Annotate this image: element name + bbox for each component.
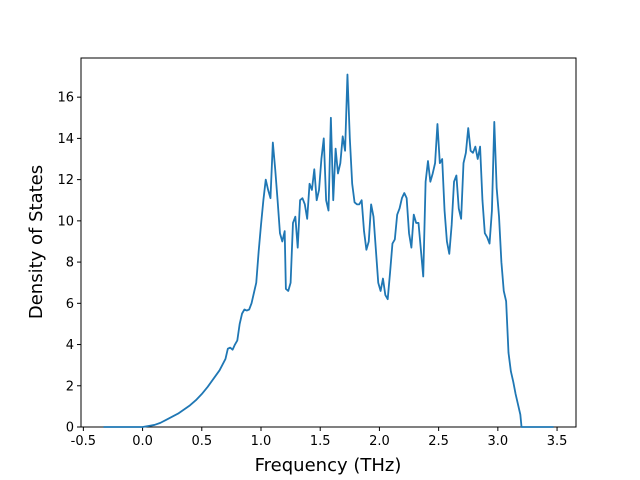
y-tick-label: 14: [57, 132, 74, 147]
x-tick-label: 1.5: [310, 434, 331, 449]
axes-frame: [80, 57, 577, 428]
x-tick-label: 1.0: [251, 434, 272, 449]
y-tick-label: 16: [57, 91, 74, 106]
x-tick-label: 0.5: [191, 434, 212, 449]
y-tick-label: 12: [57, 173, 74, 188]
y-tick-label: 0: [66, 421, 74, 436]
x-tick-label: 2.5: [428, 434, 449, 449]
x-tick-label: 2.0: [369, 434, 390, 449]
y-tick-label: 2: [66, 379, 74, 394]
dos-line: [103, 73, 554, 428]
y-tick-label: 4: [66, 338, 74, 353]
y-tick-label: 6: [66, 297, 74, 312]
x-tick-label: 0.0: [132, 434, 153, 449]
x-axis-label: Frequency (THz): [255, 455, 402, 476]
y-tick-label: 8: [66, 256, 74, 271]
y-axis-label: Density of States: [26, 165, 47, 319]
x-tick-label: 3.5: [547, 434, 568, 449]
x-tick-label: 3.0: [487, 434, 508, 449]
y-tick-label: 10: [57, 214, 74, 229]
x-tick-label: -0.5: [71, 434, 96, 449]
